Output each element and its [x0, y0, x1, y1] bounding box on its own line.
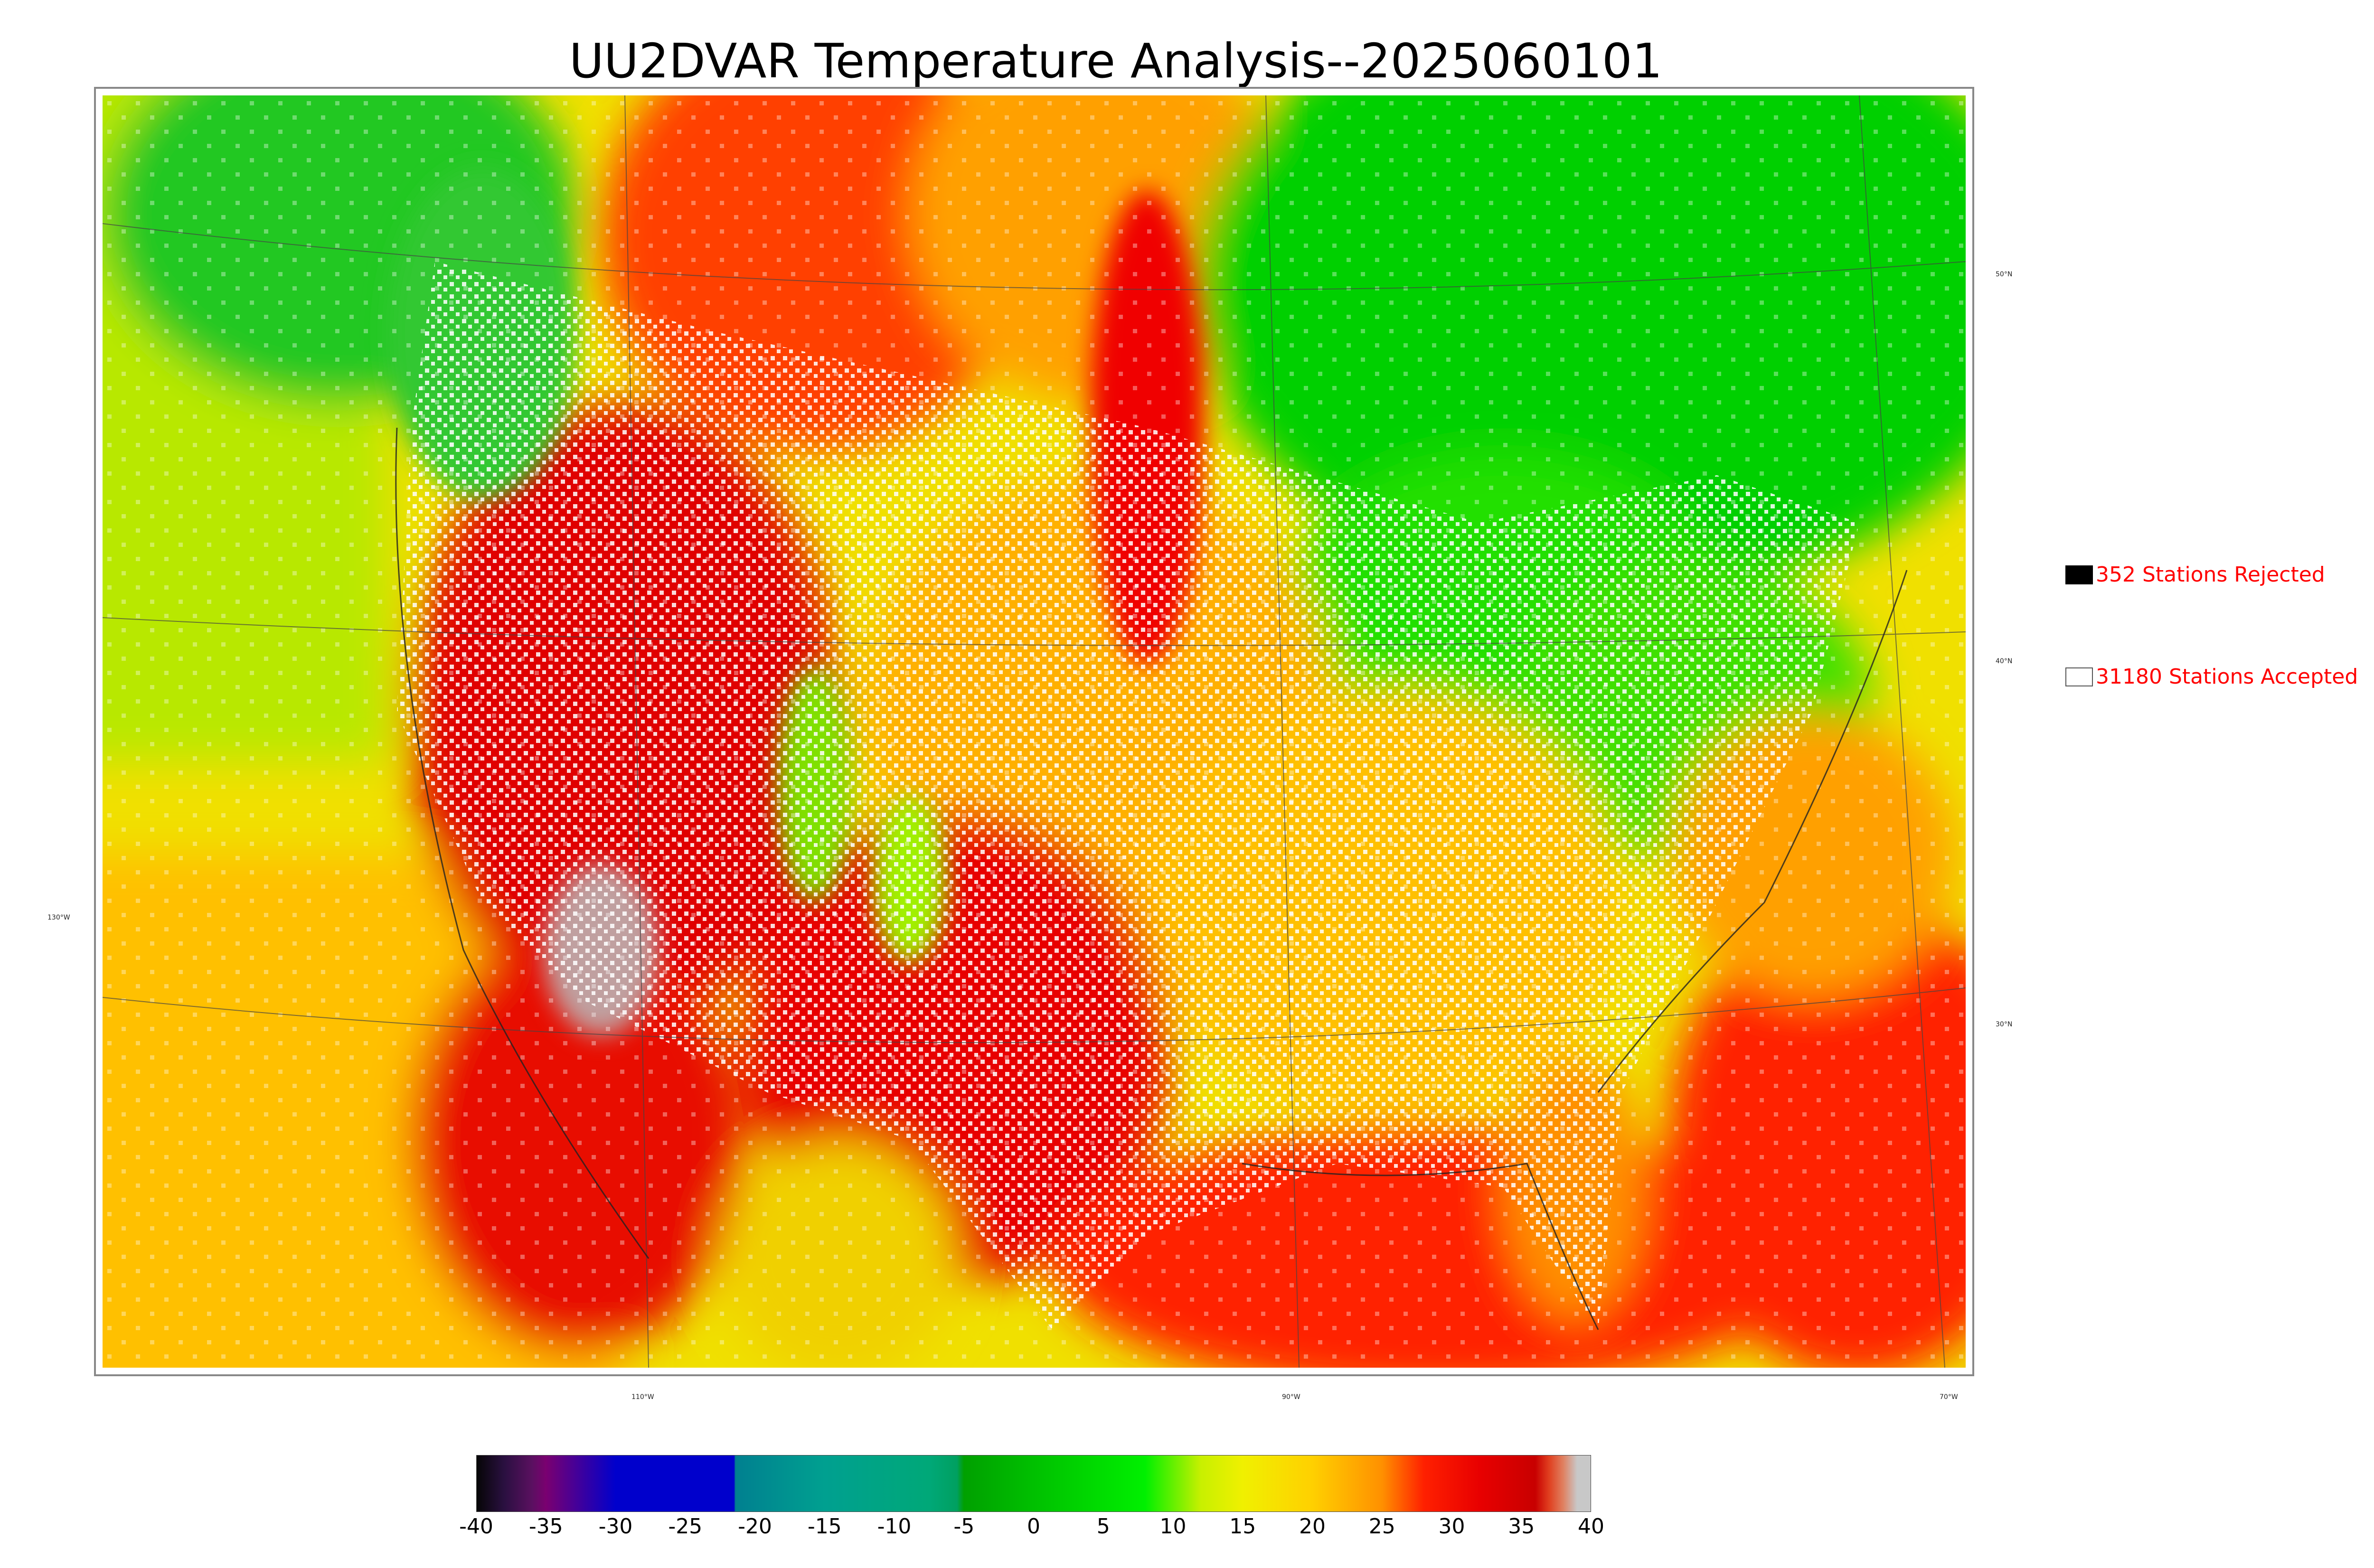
lon-label-110w: 110°W: [631, 1393, 654, 1401]
colorbar-tick: 5: [1096, 1514, 1110, 1539]
colorbar-tick: -35: [528, 1514, 563, 1539]
map-frame: [94, 87, 1974, 1376]
colorbar-tick: 40: [1578, 1514, 1604, 1539]
colorbar-tick: -30: [598, 1514, 633, 1539]
colorbar-tick: 10: [1159, 1514, 1187, 1539]
colorbar-tick: -15: [807, 1514, 842, 1539]
colorbar-tick: 20: [1299, 1514, 1326, 1539]
legend-accepted: 31180 Stations Accepted: [2065, 665, 2358, 689]
temperature-colorbar: [476, 1455, 1591, 1512]
colorbar-tick: -40: [459, 1514, 493, 1539]
rejected-swatch: [2065, 565, 2093, 584]
lon-label-130w: 130°W: [47, 914, 70, 921]
accepted-label: 31180 Stations Accepted: [2096, 665, 2358, 689]
lat-label-50n: 50°N: [1996, 271, 2013, 278]
lon-label-90w: 90°W: [1282, 1393, 1300, 1401]
colorbar-tick: 15: [1229, 1514, 1256, 1539]
colorbar-tick: 25: [1368, 1514, 1395, 1539]
colorbar-tick: -20: [738, 1514, 772, 1539]
accepted-swatch: [2065, 667, 2093, 686]
colorbar-tick: -5: [953, 1514, 975, 1539]
colorbar-tick: 30: [1438, 1514, 1465, 1539]
rejected-label: 352 Stations Rejected: [2096, 563, 2325, 587]
colorbar-tick: -25: [668, 1514, 703, 1539]
legend-rejected: 352 Stations Rejected: [2065, 563, 2325, 587]
lat-label-40n: 40°N: [1996, 657, 2013, 665]
map-title: UU2DVAR Temperature Analysis--2025060101: [569, 33, 1663, 89]
lon-label-70w: 70°W: [1940, 1393, 1958, 1401]
lat-label-30n: 30°N: [1996, 1021, 2013, 1028]
temperature-field: [103, 95, 1966, 1368]
colorbar-tick: 0: [1027, 1514, 1040, 1539]
colorbar-tick: -10: [877, 1514, 912, 1539]
colorbar-tick: 35: [1508, 1514, 1535, 1539]
